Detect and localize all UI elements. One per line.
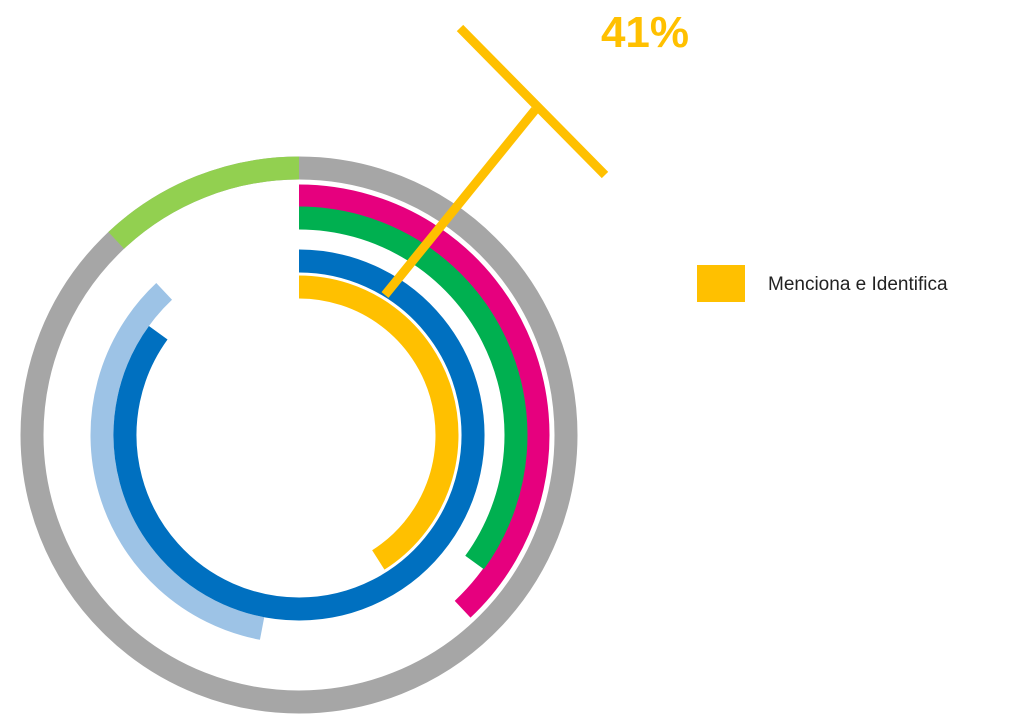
ring-arc — [298, 275, 459, 570]
legend-swatch — [697, 265, 745, 302]
ring-arc — [90, 283, 265, 640]
leader-bar — [456, 24, 609, 179]
rings — [20, 156, 578, 714]
ring-arc — [108, 156, 300, 249]
legend-label: Menciona e Identifica — [768, 274, 948, 295]
ring-arc — [113, 249, 485, 621]
annotation: 41% — [601, 8, 689, 57]
leader-line — [381, 107, 539, 298]
ring-arc — [298, 206, 528, 570]
ring-arc — [298, 184, 550, 618]
